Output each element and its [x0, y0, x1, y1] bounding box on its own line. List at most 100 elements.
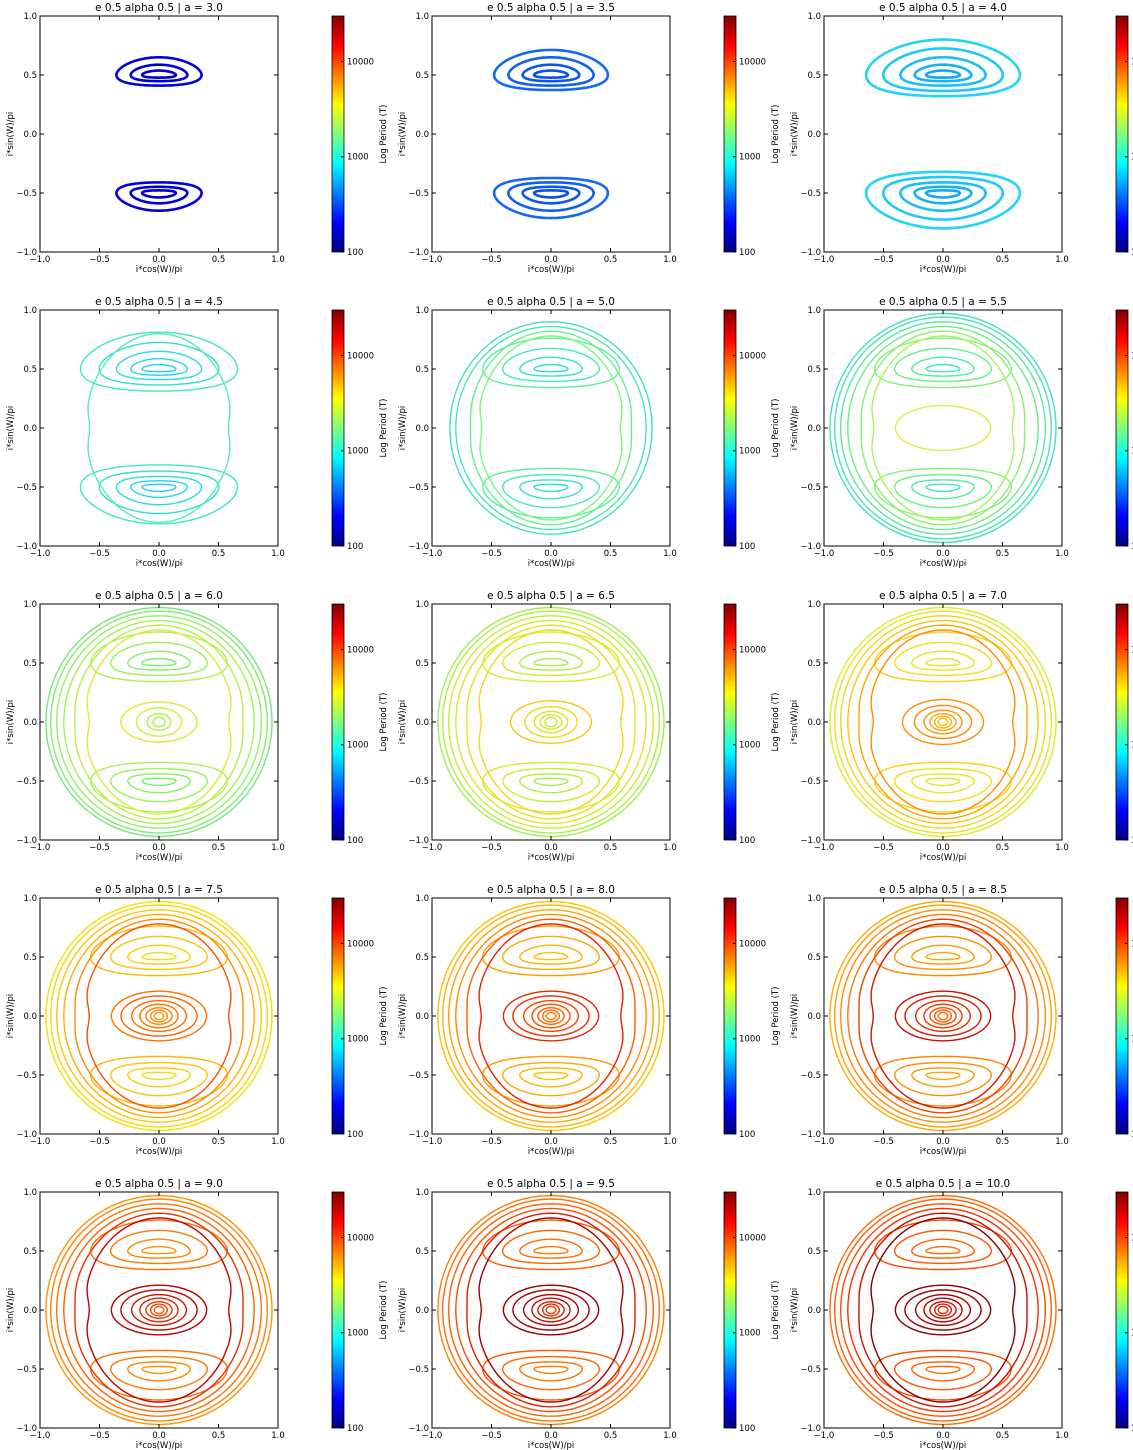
chart-title: e 0.5 alpha 0.5 | a = 9.5: [487, 1178, 615, 1190]
contour-line: [873, 467, 1013, 519]
contour-line: [89, 761, 229, 813]
x-tick-label: 0.0: [152, 1431, 166, 1441]
y-tick-label: −0.5: [16, 189, 37, 199]
contour-line: [521, 63, 581, 83]
contour-line: [481, 1219, 621, 1271]
contour-line: [904, 1289, 982, 1331]
x-tick-label: 0.0: [544, 255, 558, 265]
y-axis-label: i*sin(W)/pi: [790, 994, 800, 1038]
y-tick-label: 0.5: [415, 659, 429, 669]
contour-line: [858, 624, 1028, 820]
contour-line: [924, 189, 962, 199]
x-tick-label: −0.5: [89, 549, 110, 559]
contour-line: [120, 701, 198, 743]
contour-line: [901, 698, 985, 746]
subplot: e 0.5 alpha 0.5 | a = 3.5 −1.0−1.0 −0.5 −0.…: [398, 2, 781, 275]
contour-line: [894, 767, 992, 803]
y-tick-label: 0.0: [23, 424, 37, 434]
contour-line: [141, 657, 177, 667]
contour-line: [829, 606, 1057, 838]
contour-line: [79, 331, 239, 392]
x-tick-label: 1.0: [663, 1137, 677, 1147]
colorbar-tick-label: 100: [739, 248, 755, 258]
x-axis-label: i*cos(W)/pi: [920, 853, 967, 863]
x-tick-label: 1.0: [271, 255, 285, 265]
contour-line: [98, 341, 220, 386]
contour-line: [478, 1217, 624, 1403]
contour-line: [833, 610, 1053, 834]
contour-group: [115, 56, 203, 212]
x-tick-label: 1.0: [271, 549, 285, 559]
y-axis-label: i*sin(W)/pi: [398, 700, 408, 744]
y-axis-label: i*sin(W)/pi: [398, 112, 408, 156]
x-tick-label: −0.5: [481, 843, 502, 853]
contour-line: [847, 913, 1039, 1119]
contour-line: [911, 479, 975, 500]
colorbar-tick-label: 10000: [347, 351, 374, 361]
x-axis-label: i*cos(W)/pi: [920, 1441, 967, 1450]
contour-line: [86, 1217, 232, 1403]
subplot: e 0.5 alpha 0.5 | a = 4.5 −1.0−1.0 −0.5 −0.…: [6, 296, 389, 569]
y-tick-label: 0.5: [807, 1247, 821, 1257]
contour-line: [894, 473, 992, 509]
y-tick-label: 0.0: [415, 1012, 429, 1022]
y-tick-label: 0.5: [415, 71, 429, 81]
contour-line: [925, 363, 961, 373]
contour-line: [502, 935, 600, 971]
contour-line: [141, 1071, 177, 1081]
chart-title: e 0.5 alpha 0.5 | a = 5.5: [879, 296, 1007, 308]
y-tick-label: −0.5: [408, 189, 429, 199]
colorbar-tick-label: 100: [347, 1130, 363, 1140]
colorbar: [723, 15, 737, 253]
contour-line: [437, 606, 665, 838]
x-tick-label: 0.5: [604, 1431, 618, 1441]
subplot: e 0.5 alpha 0.5 | a = 9.0 −1.0−1.0 −0.5 −0.…: [6, 1178, 389, 1450]
colorbar: [1115, 603, 1129, 841]
plot-frame: [431, 309, 671, 547]
contour-line: [873, 1219, 1013, 1271]
contour-line: [925, 777, 961, 787]
contour-group: [45, 606, 273, 838]
subplot: e 0.5 alpha 0.5 | a = 6.0 −1.0−1.0 −0.5 −0.…: [6, 590, 389, 863]
contour-group: [829, 900, 1057, 1132]
contour-line: [532, 69, 570, 79]
contour-line: [63, 1207, 255, 1413]
x-tick-label: 1.0: [271, 843, 285, 853]
contour-line: [904, 995, 982, 1037]
x-tick-label: −0.5: [873, 1137, 894, 1147]
plot-frame: [823, 15, 1063, 253]
y-tick-label: 0.0: [415, 1306, 429, 1316]
contour-line: [533, 657, 569, 667]
contour-line: [110, 1355, 208, 1391]
contour-line: [141, 951, 177, 961]
y-axis-label: i*sin(W)/pi: [790, 700, 800, 744]
y-axis-label: i*sin(W)/pi: [398, 406, 408, 450]
contour-line: [542, 1303, 560, 1317]
x-tick-label: −0.5: [873, 1431, 894, 1441]
contour-line: [86, 923, 232, 1109]
contour-group: [45, 900, 273, 1132]
contour-group: [829, 606, 1057, 838]
colorbar-tick-label: 1000: [347, 153, 369, 163]
x-axis-label: i*cos(W)/pi: [528, 1147, 575, 1157]
contour-line: [127, 944, 191, 965]
contour-line: [437, 900, 665, 1132]
x-tick-label: −1.0: [814, 1431, 835, 1441]
colorbar-label: Log Period (T): [771, 105, 781, 164]
colorbar: [1115, 1191, 1129, 1429]
x-tick-label: 0.0: [936, 255, 950, 265]
x-tick-label: 0.5: [212, 549, 226, 559]
subplot: e 0.5 alpha 0.5 | a = 4.0 −1.0−1.0 −0.5 −0.…: [790, 2, 1133, 275]
contour-line: [502, 767, 600, 803]
contour-line: [873, 1349, 1013, 1401]
contour-line: [913, 185, 973, 205]
contour-line: [545, 1305, 557, 1315]
subplot: e 0.5 alpha 0.5 | a = 6.5 −1.0−1.0 −0.5 −0.…: [398, 590, 781, 863]
y-tick-label: −1.0: [16, 542, 37, 552]
contour-line: [110, 935, 208, 971]
chart-title: e 0.5 alpha 0.5 | a = 4.5: [95, 296, 223, 308]
y-tick-label: −1.0: [800, 248, 821, 258]
contour-line: [49, 904, 269, 1128]
y-tick-label: −1.0: [408, 248, 429, 258]
x-tick-label: 0.0: [936, 549, 950, 559]
